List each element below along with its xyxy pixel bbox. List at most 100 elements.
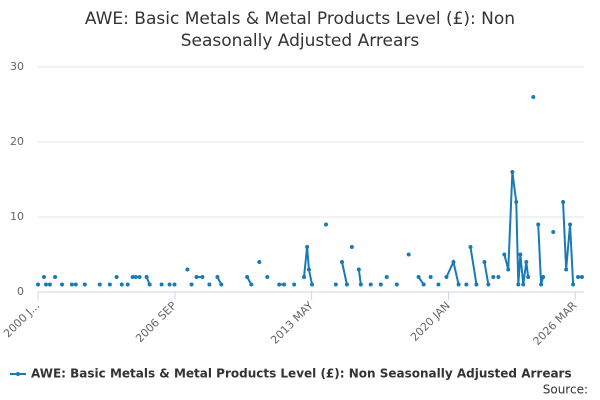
- point: [257, 260, 262, 264]
- point: [496, 275, 501, 279]
- point: [510, 170, 515, 174]
- point: [44, 282, 49, 287]
- point: [245, 275, 250, 279]
- point: [536, 222, 541, 227]
- point: [305, 245, 310, 249]
- x-tick-label: 2013 MAY: [268, 299, 316, 347]
- point: [571, 282, 576, 287]
- point: [194, 275, 199, 279]
- point: [144, 275, 149, 279]
- point: [531, 95, 536, 99]
- y-tick-label: 20: [10, 135, 24, 148]
- point: [394, 282, 399, 287]
- line: [562, 201, 575, 285]
- line: [357, 269, 362, 285]
- point: [551, 230, 556, 234]
- point: [69, 282, 74, 287]
- point: [384, 275, 389, 279]
- point: [421, 282, 426, 287]
- point: [514, 200, 519, 204]
- point: [468, 245, 473, 249]
- point: [47, 282, 52, 287]
- point: [521, 282, 526, 287]
- point: [306, 267, 311, 272]
- point: [265, 275, 270, 279]
- point: [428, 275, 433, 279]
- point: [518, 252, 523, 257]
- point: [119, 282, 124, 287]
- point: [524, 260, 529, 264]
- point: [344, 282, 349, 287]
- point: [576, 275, 581, 279]
- point: [482, 260, 487, 264]
- point: [219, 282, 224, 287]
- x-tick-label: 2026 MAR: [531, 299, 580, 348]
- point: [282, 282, 287, 287]
- source: Source:: [543, 383, 588, 397]
- point: [189, 282, 194, 287]
- point: [486, 282, 491, 287]
- line: [341, 261, 348, 285]
- point: [215, 275, 220, 279]
- point: [568, 222, 573, 227]
- point: [82, 282, 87, 287]
- point: [73, 282, 78, 287]
- chart-title: AWE: Basic Metals & Metal Products Level…: [84, 9, 516, 51]
- point: [456, 282, 461, 287]
- line: [483, 261, 490, 285]
- point: [333, 282, 338, 287]
- point: [444, 275, 449, 279]
- point: [579, 275, 584, 279]
- point: [200, 275, 205, 279]
- point: [539, 282, 544, 287]
- point: [53, 275, 58, 279]
- point: [474, 282, 479, 287]
- line: [469, 246, 478, 285]
- legend-label: AWE: Basic Metals & Metal Products Level…: [31, 367, 572, 381]
- point: [378, 282, 383, 287]
- point: [159, 282, 164, 287]
- point: [41, 275, 46, 279]
- point: [516, 282, 521, 287]
- point: [561, 200, 566, 204]
- point: [133, 275, 138, 279]
- point: [310, 282, 315, 287]
- y-tick-label: 0: [17, 285, 24, 298]
- point: [356, 267, 361, 272]
- point: [464, 282, 469, 287]
- point: [502, 252, 507, 257]
- point: [185, 267, 190, 272]
- point: [172, 282, 177, 287]
- point: [491, 275, 496, 279]
- point: [137, 275, 142, 279]
- point: [358, 282, 363, 287]
- x-tick-label: 2020 JAN: [408, 299, 453, 344]
- point: [349, 245, 354, 249]
- point: [302, 275, 307, 279]
- point: [436, 282, 441, 287]
- point: [541, 275, 546, 279]
- point: [506, 267, 511, 272]
- point: [323, 222, 328, 227]
- point: [526, 275, 531, 279]
- point: [125, 282, 130, 287]
- point: [207, 282, 212, 287]
- point: [167, 282, 172, 287]
- point: [368, 282, 373, 287]
- point: [339, 260, 344, 264]
- point: [97, 282, 102, 287]
- point: [60, 282, 65, 287]
- point: [36, 282, 40, 287]
- point: [406, 252, 411, 257]
- legend-marker: [16, 372, 20, 376]
- point: [277, 282, 282, 287]
- point: [292, 282, 297, 287]
- point: [107, 282, 112, 287]
- y-tick-label: 10: [10, 210, 24, 223]
- point: [451, 260, 456, 264]
- point: [114, 275, 119, 279]
- point: [564, 267, 569, 272]
- y-tick-label: 30: [10, 60, 24, 73]
